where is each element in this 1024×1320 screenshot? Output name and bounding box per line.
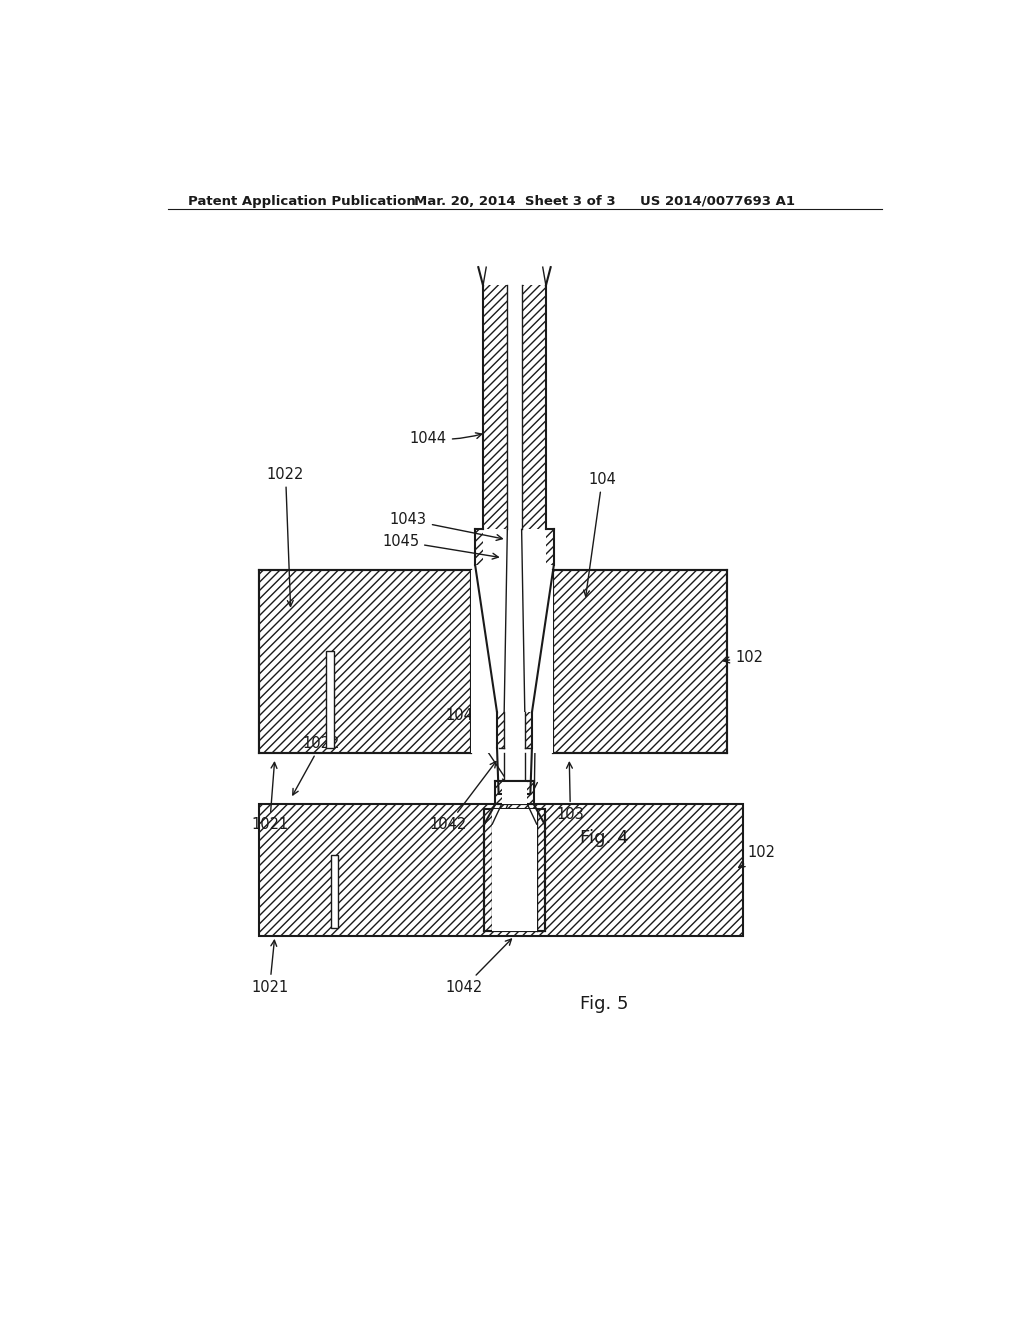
Text: 103: 103 [557,763,585,822]
Text: 1022: 1022 [267,466,304,606]
Bar [546,529,554,565]
Bar [553,570,727,752]
Text: Patent Application Publication: Patent Application Publication [187,195,416,209]
Bar [259,804,743,936]
Bar [553,570,727,752]
Text: US 2014/0077693 A1: US 2014/0077693 A1 [640,195,795,209]
Text: 1045: 1045 [382,533,499,560]
Text: 1041: 1041 [517,709,554,788]
Text: 1041: 1041 [481,762,525,832]
Bar [527,781,534,804]
Bar [259,570,471,752]
Bar [327,651,334,748]
Bar [521,285,546,529]
Text: 102: 102 [724,649,763,664]
Text: 1022: 1022 [293,737,340,795]
Text: 1042: 1042 [445,939,511,995]
Text: Fig. 5: Fig. 5 [581,995,629,1012]
Bar [497,713,504,748]
Bar [471,570,553,752]
Bar [331,854,338,928]
Bar [496,781,502,804]
Bar [496,781,534,804]
Text: 102: 102 [738,845,775,867]
Bar [537,809,545,931]
Bar [524,713,531,748]
Text: 1042: 1042 [430,762,496,832]
Text: 104: 104 [584,471,616,597]
Bar [484,809,545,931]
Text: 1021: 1021 [251,763,289,832]
Bar [483,285,507,529]
Bar [475,529,483,565]
Text: Mar. 20, 2014  Sheet 3 of 3: Mar. 20, 2014 Sheet 3 of 3 [414,195,615,209]
Bar [493,809,537,931]
Text: 1044: 1044 [410,432,481,446]
Text: Fig. 4: Fig. 4 [581,829,629,847]
Bar [259,804,743,936]
Text: 1043: 1043 [390,512,503,540]
Text: 1045: 1045 [445,709,508,783]
Bar [504,713,525,784]
Text: 1021: 1021 [251,940,289,995]
Bar [484,809,493,931]
Bar [502,781,527,804]
Bar [259,570,471,752]
